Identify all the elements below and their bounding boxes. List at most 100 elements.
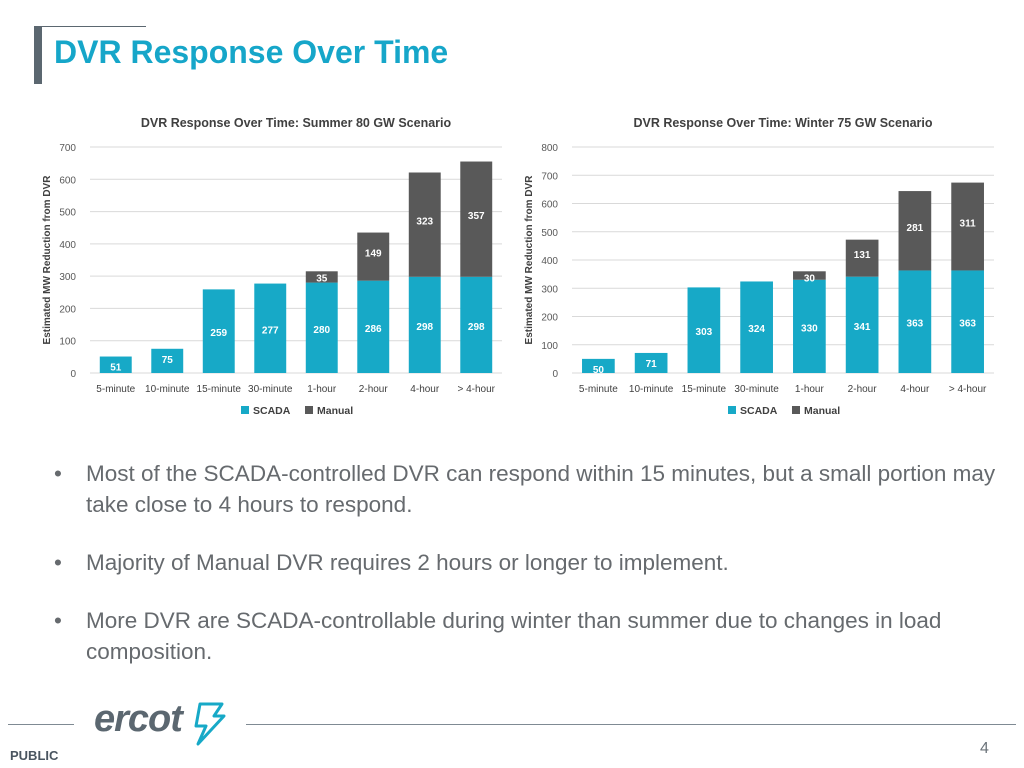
data-label-scada: 277 xyxy=(262,325,279,336)
bar-scada xyxy=(254,283,287,373)
bar-manual xyxy=(357,232,390,281)
data-label-scada: 259 xyxy=(210,328,227,339)
x-tick-label: 10-minute xyxy=(629,384,674,395)
bullet-list: • Most of the SCADA-controlled DVR can re… xyxy=(48,458,998,694)
data-label-manual: 149 xyxy=(365,249,382,260)
bullet-glyph: • xyxy=(54,608,62,633)
y-tick-label: 400 xyxy=(541,256,558,267)
y-tick-label: 800 xyxy=(541,143,558,154)
data-label-manual: 30 xyxy=(804,273,816,284)
bullet-text: More DVR are SCADA-controllable during w… xyxy=(86,608,942,664)
bar-scada xyxy=(634,352,668,373)
title-accent-rule xyxy=(42,26,146,27)
data-label-scada: 75 xyxy=(162,355,174,366)
winter-chart: DVR Response Over Time: Winter 75 GW Sce… xyxy=(524,116,994,417)
y-tick-label: 0 xyxy=(552,369,558,380)
data-label-scada: 51 xyxy=(110,363,122,374)
x-tick-label: 4-hour xyxy=(900,384,930,395)
bullet-glyph: • xyxy=(54,550,62,575)
bar-manual xyxy=(408,172,441,277)
legend-label-manual: Manual xyxy=(317,405,353,417)
bar-scada xyxy=(357,280,390,373)
bar-scada xyxy=(740,281,773,373)
data-label-scada: 341 xyxy=(854,322,871,333)
data-label-scada: 298 xyxy=(416,322,433,333)
y-tick-label: 500 xyxy=(541,228,558,239)
title-accent-bar xyxy=(34,26,42,84)
y-tick-label: 500 xyxy=(59,208,76,219)
data-label-scada: 50 xyxy=(593,365,605,376)
bullet-glyph: • xyxy=(54,461,62,486)
y-tick-label: 300 xyxy=(541,284,558,295)
legend-swatch-manual xyxy=(305,406,313,414)
bar-scada xyxy=(793,279,826,373)
bar-scada xyxy=(305,282,338,373)
y-tick-label: 100 xyxy=(541,341,558,352)
x-tick-label: 4-hour xyxy=(410,384,440,395)
footer-divider-left xyxy=(8,724,74,725)
x-tick-label: 1-hour xyxy=(307,384,337,395)
x-tick-label: 30-minute xyxy=(248,384,293,395)
y-tick-label: 100 xyxy=(59,337,76,348)
bar-scada xyxy=(687,287,721,373)
y-tick-label: 0 xyxy=(70,369,76,380)
x-tick-label: 2-hour xyxy=(359,384,389,395)
data-label-scada: 280 xyxy=(313,325,330,336)
bar-scada xyxy=(460,276,493,373)
x-tick-label: 5-minute xyxy=(96,384,135,395)
data-label-manual: 35 xyxy=(316,273,328,284)
ercot-bolt-icon xyxy=(194,702,226,746)
x-tick-label: 1-hour xyxy=(795,384,825,395)
legend-swatch-manual xyxy=(792,406,800,414)
bar-scada xyxy=(845,276,879,373)
x-tick-label: > 4-hour xyxy=(457,384,495,395)
x-tick-label: 30-minute xyxy=(734,384,779,395)
y-tick-label: 700 xyxy=(59,143,76,154)
data-label-scada: 324 xyxy=(748,324,765,335)
bullet-text: Most of the SCADA-controlled DVR can res… xyxy=(86,461,996,517)
data-label-manual: 311 xyxy=(960,219,977,230)
bar-manual xyxy=(845,239,879,277)
x-tick-label: 10-minute xyxy=(145,384,190,395)
bar-scada xyxy=(582,358,615,373)
bar-scada xyxy=(951,270,984,373)
bar-manual xyxy=(460,161,493,277)
bullet-text: Majority of Manual DVR requires 2 hours … xyxy=(86,550,729,575)
data-label-manual: 131 xyxy=(854,250,871,261)
classification-label: PUBLIC xyxy=(10,748,59,763)
legend-swatch-scada xyxy=(241,406,249,414)
legend-swatch-scada xyxy=(728,406,736,414)
bar-manual xyxy=(305,271,338,283)
x-tick-label: 2-hour xyxy=(848,384,878,395)
data-label-manual: 357 xyxy=(468,211,485,222)
y-tick-label: 700 xyxy=(541,171,558,182)
bullet-item: • More DVR are SCADA-controllable during … xyxy=(48,605,998,667)
y-axis-label: Estimated MW Reduction from DVR xyxy=(42,175,53,345)
data-label-scada: 363 xyxy=(959,319,976,330)
chart-title: DVR Response Over Time: Winter 75 GW Sce… xyxy=(633,116,932,130)
x-tick-label: 15-minute xyxy=(682,384,727,395)
y-axis-label: Estimated MW Reduction from DVR xyxy=(524,175,535,345)
bar-scada xyxy=(408,276,441,373)
data-label-scada: 303 xyxy=(696,327,713,338)
data-label-manual: 281 xyxy=(907,223,924,234)
page-title: DVR Response Over Time xyxy=(54,34,449,70)
data-label-scada: 298 xyxy=(468,322,485,333)
ercot-logo: ercot xyxy=(94,698,183,740)
data-label-scada: 71 xyxy=(646,359,658,370)
bar-scada xyxy=(99,356,132,373)
x-tick-label: 15-minute xyxy=(197,384,242,395)
x-tick-label: > 4-hour xyxy=(949,384,987,395)
bar-manual xyxy=(951,182,984,271)
bullet-item: • Majority of Manual DVR requires 2 hours… xyxy=(48,547,998,578)
legend-label-manual: Manual xyxy=(804,405,840,417)
y-tick-label: 200 xyxy=(541,313,558,324)
footer-divider-right xyxy=(246,724,1016,725)
legend-label-scada: SCADA xyxy=(253,405,291,417)
bullet-item: • Most of the SCADA-controlled DVR can re… xyxy=(48,458,998,520)
y-tick-label: 600 xyxy=(59,175,76,186)
bar-scada xyxy=(898,270,932,373)
legend-label-scada: SCADA xyxy=(740,405,778,417)
data-label-manual: 323 xyxy=(416,217,433,228)
y-tick-label: 600 xyxy=(541,200,558,211)
